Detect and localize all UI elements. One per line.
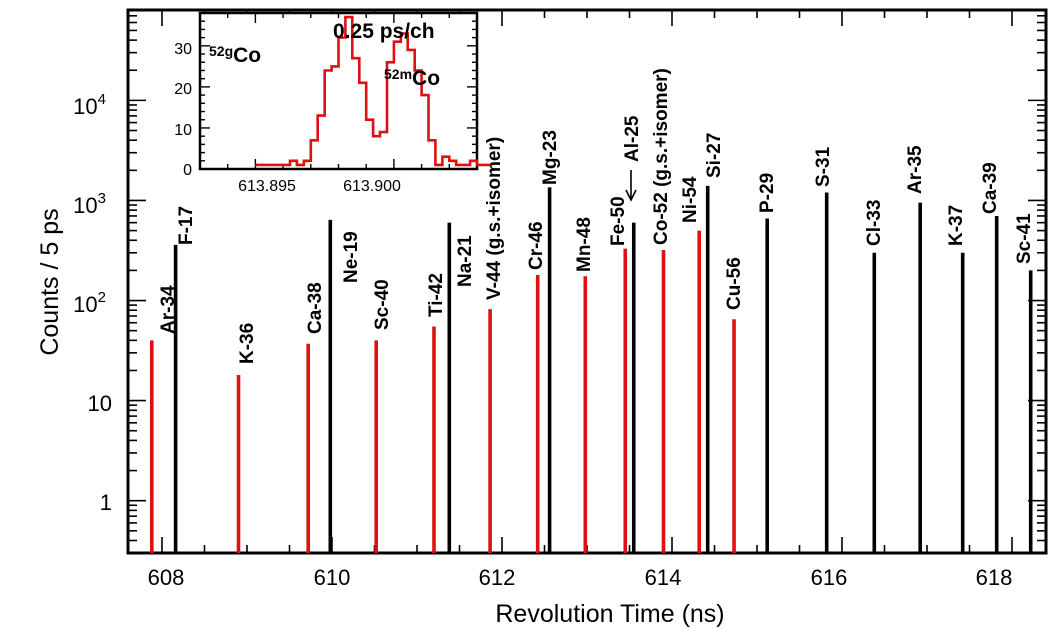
y-tick-label-10000: 104: [73, 91, 106, 119]
y-tick-label-10: 10: [88, 391, 112, 416]
inset-x-tick-label-613900: 613.900: [343, 178, 401, 195]
inset-resolution-label: 0.25 ps/ch: [333, 20, 435, 43]
x-axis-title: Revolution Time (ns): [495, 600, 724, 628]
peak-label-ne19: Ne-19: [341, 231, 362, 283]
peak-label-cl33: Cl-33: [864, 200, 885, 246]
y-tick-label-1000: 103: [73, 190, 106, 218]
y-tick-label-1: 1: [100, 490, 112, 515]
peak-label-ti42: Ti-42: [426, 273, 447, 317]
inset-panel: 0 10 20 30 613.895 613.900 0.25 ps/ch 52…: [174, 11, 491, 195]
peak-label-si27: Si-27: [704, 133, 725, 178]
peak-label-co52: Co-52 (g.s.+isomer): [651, 68, 672, 245]
peak-label-cu56: Cu-56: [724, 257, 745, 310]
peak-label-sc40: Sc-40: [372, 279, 393, 330]
x-tick-label-616: 616: [811, 565, 848, 590]
inset-y-tick-label-30: 30: [174, 41, 192, 58]
peak-labels: Ar-34 F-17 K-36 Ca-38 Ne-19 Sc-40 Ti-42 …: [158, 68, 1035, 364]
peak-label-k37: K-37: [946, 205, 967, 246]
x-tick-labels: 608 610 612 614 616 618: [148, 565, 1013, 590]
inset-axis-ticks: [199, 13, 478, 170]
peak-label-p29: P-29: [757, 173, 778, 213]
peak-label-ca38: Ca-38: [305, 282, 326, 334]
main-peaks: [150, 185, 1033, 553]
x-tick-label-610: 610: [314, 565, 351, 590]
inset-y-tick-label-0: 0: [183, 162, 192, 179]
y-tick-labels: 1 10 102 103 104: [73, 91, 112, 515]
peak-label-k36: K-36: [237, 323, 258, 364]
peak-label-cr46: Cr-46: [526, 221, 547, 270]
y-tick-label-100: 102: [73, 289, 106, 317]
peak-label-ar34: Ar-34: [158, 285, 179, 334]
peak-label-al25: Al-25: [622, 115, 643, 162]
x-tick-label-614: 614: [645, 565, 682, 590]
al25-arrow: [625, 170, 637, 202]
inset-histogram: [255, 15, 491, 167]
peak-label-f17: F-17: [176, 206, 197, 245]
inset-y-tick-label-20: 20: [174, 81, 192, 98]
peak-label-ca39: Ca-39: [980, 162, 1001, 214]
inset-annotation-52g-co: 52gCo: [209, 43, 261, 67]
peak-label-mn48: Mn-48: [574, 217, 595, 272]
peak-label-ar35: Ar-35: [905, 145, 926, 194]
peak-label-ni54: Ni-54: [680, 176, 701, 223]
inset-annotation-52m-co: 52mCo: [384, 66, 440, 90]
inset-y-tick-label-10: 10: [174, 122, 192, 139]
peak-label-fe50: Fe-50: [608, 196, 629, 246]
peak-label-mg23: Mg-23: [540, 130, 561, 185]
peak-label-na21: Na-21: [455, 235, 476, 287]
y-axis-title: Counts / 5 ps: [36, 208, 64, 355]
x-tick-label-618: 618: [976, 565, 1013, 590]
peak-label-s31: S-31: [813, 146, 834, 187]
inset-x-tick-label-613895: 613.895: [238, 178, 296, 195]
peak-label-sc41: Sc-41: [1014, 213, 1035, 264]
peak-label-v44: V-44 (g.s.+isomer): [484, 137, 505, 300]
x-tick-label-612: 612: [479, 565, 516, 590]
x-tick-label-608: 608: [148, 565, 185, 590]
